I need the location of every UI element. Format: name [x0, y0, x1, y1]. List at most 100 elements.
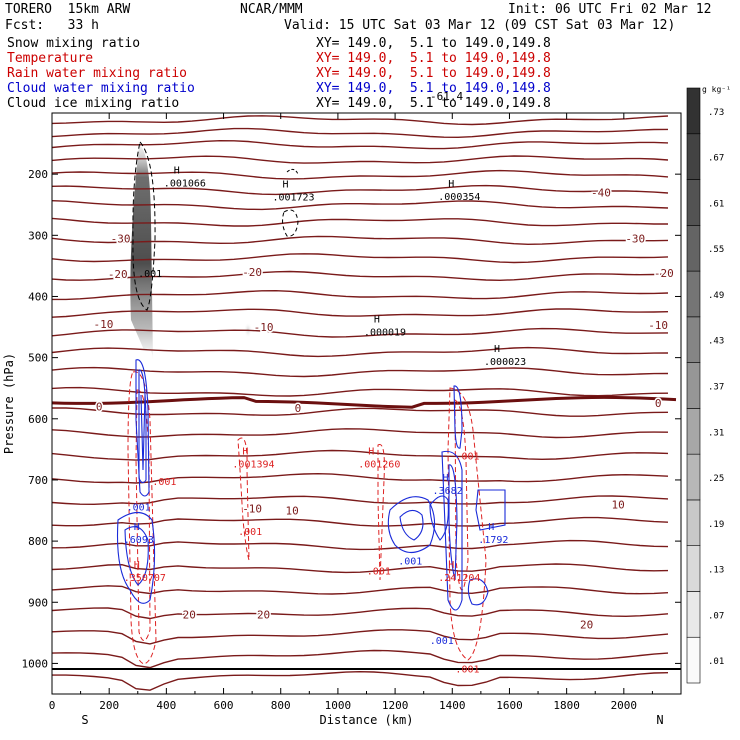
isotherm-label: 0 — [295, 402, 302, 415]
x-tick-label: 400 — [156, 699, 176, 712]
cloud-water-max-label-value: .001 — [127, 502, 151, 513]
cloud-water-contour — [138, 369, 147, 484]
rain-water-max-label-value: .350707 — [124, 573, 166, 584]
isotherm-line — [51, 115, 669, 126]
x-tick-label: 1800 — [553, 699, 580, 712]
y-tick-label: 1000 — [22, 657, 49, 670]
cloud-water-max-label-value: .001 — [398, 556, 422, 567]
isotherm-line — [51, 155, 669, 164]
colorbar-label: .55 — [708, 245, 724, 255]
cloud-water-max-label: .001 — [430, 636, 454, 647]
cloud-ice-max-label-h: H — [494, 344, 500, 355]
y-tick-label: 500 — [28, 352, 48, 365]
isotherm-line — [51, 516, 669, 527]
rain-water-max-label-value: .001260 — [358, 460, 400, 471]
cloud-ice-max-label: H .001066 — [164, 165, 206, 189]
cloud-water-contour — [429, 495, 449, 541]
cloud-water-max-label: H .3682 — [433, 473, 463, 497]
isotherm-line — [51, 366, 669, 378]
valid-time: Valid: 15 UTC Sat 03 Mar 12 (09 CST Sat … — [284, 18, 676, 33]
rain-water-contour — [454, 399, 469, 591]
isotherm-line — [51, 327, 669, 338]
cloud-ice-max-label-h: H — [448, 179, 454, 190]
rain-water-max-label-h: H — [242, 447, 248, 458]
cloud-ice-contour — [282, 209, 299, 237]
cloud-ice-max-label-value: .000023 — [484, 357, 526, 368]
isotherm-line — [51, 472, 669, 484]
colorbar-segment — [686, 408, 701, 455]
colorbar-label: .37 — [708, 383, 724, 393]
colorbar-segment — [686, 225, 701, 272]
colorbar-segment — [686, 133, 701, 180]
legend-cloud-water: Cloud water mixing ratio — [7, 81, 195, 96]
legend-temperature: Temperature — [7, 51, 94, 66]
isotherm-line — [51, 139, 669, 150]
cloud-water-contour — [467, 578, 489, 606]
y-tick-label: 300 — [28, 229, 48, 242]
overlap-note: -61.4 — [430, 90, 464, 103]
org-label: NCAR/MMM — [240, 2, 303, 17]
colorbar-segment — [686, 453, 701, 501]
cloud-water-max-label: .001 — [398, 556, 422, 567]
isotherm-label: -30 — [625, 232, 645, 245]
isotherm-line — [52, 670, 669, 691]
colorbar-label: .13 — [708, 566, 724, 576]
x-tick-label: 1600 — [496, 699, 523, 712]
rain-water-max-label: H .001260 — [358, 447, 400, 471]
colorbar-label: .43 — [708, 337, 724, 347]
cloud-water-max-label-h: H — [443, 473, 449, 484]
x-tick-label: 1400 — [439, 699, 466, 712]
isotherm-label: -40 — [591, 187, 611, 200]
x-tick-label: 200 — [99, 699, 119, 712]
isotherm-line — [51, 184, 669, 196]
cloud-ice-max-label-value: .000354 — [438, 192, 480, 203]
rain-water-max-label: .001 — [455, 452, 479, 463]
rain-water-max-label-value: .001 — [455, 452, 479, 463]
colorbar-segment — [686, 316, 701, 363]
y-tick-label: 700 — [28, 474, 48, 487]
isotherm-line — [52, 407, 669, 417]
rain-water-max-label-value: .001 — [455, 665, 479, 676]
freezing-level-line — [51, 395, 677, 409]
rain-water-max-label-value: .001 — [367, 567, 391, 578]
isotherm-line — [52, 289, 669, 301]
isotherm-label: -30 — [111, 232, 131, 245]
colorbar-label: .25 — [708, 474, 724, 484]
x-tick-label: 600 — [214, 699, 234, 712]
isotherm-line — [51, 346, 669, 358]
cloud-ice-max-label-value: .001 — [138, 269, 162, 280]
cloud-water-contour — [124, 526, 149, 586]
isotherm-line — [51, 428, 669, 439]
colorbar-label: .49 — [708, 291, 724, 301]
isotherm-line — [51, 386, 669, 397]
isotherm-line — [51, 495, 669, 506]
cloud-water-max-label-value: .001 — [430, 636, 454, 647]
south-label: S — [81, 713, 88, 727]
rain-water-max-label-h: H — [368, 447, 374, 458]
x-tick-label: 1000 — [325, 699, 352, 712]
rain-water-max-label-h: H — [134, 560, 140, 571]
colorbar-label: .19 — [708, 520, 724, 530]
rain-water-contour — [237, 437, 250, 561]
cloud-water-max-label-value: .3682 — [433, 486, 463, 497]
cloud-water-contour — [117, 511, 156, 604]
y-tick-label: 900 — [28, 596, 48, 609]
y-axis-label: Pressure (hPa) — [2, 353, 16, 454]
north-label: N — [656, 713, 663, 727]
isotherm-line — [51, 585, 669, 595]
colorbar-segment — [686, 499, 701, 546]
isotherm-label: 0 — [655, 397, 662, 410]
cloud-ice-max-label: H .000023 — [484, 344, 526, 368]
rain-water-max-label: H .241204 — [438, 560, 480, 584]
rain-water-max-label: H .350707 — [124, 560, 166, 584]
legend-rain: Rain water mixing ratio — [7, 66, 188, 81]
rain-water-max-label-value: .001394 — [232, 460, 274, 471]
isotherm-label: -20 — [108, 268, 128, 281]
cloud-ice-max-label-h: H — [374, 315, 380, 326]
isotherm-label: 20 — [183, 608, 196, 621]
cloud-water-max-label: H .1792 — [478, 522, 508, 546]
colorbar-segment — [686, 545, 701, 592]
rain-water-max-label: .001 — [367, 567, 391, 578]
legend-cloud-ice: Cloud ice mixing ratio — [7, 96, 180, 111]
legend-cloud-water-xy: XY= 149.0, 5.1 to 149.0,149.8 — [316, 81, 551, 96]
